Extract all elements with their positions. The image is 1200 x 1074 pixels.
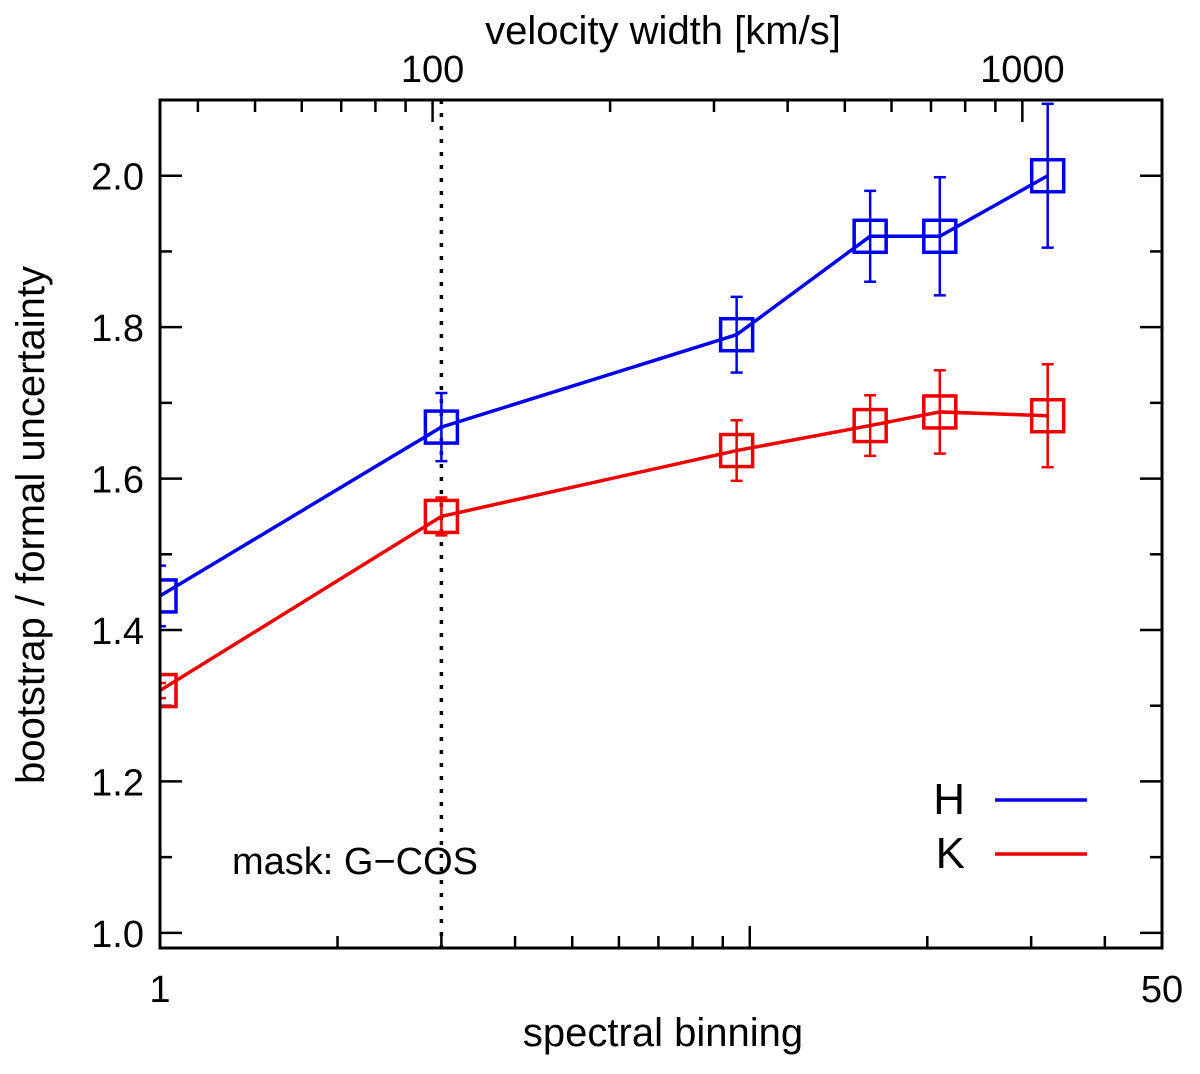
top-axis-label: velocity width [km/s]	[485, 9, 841, 53]
x-tick-label: 50	[1141, 969, 1183, 1011]
top-tick-label: 1000	[980, 49, 1065, 91]
series-line-K	[160, 410, 1048, 693]
data-point-marker	[1029, 157, 1066, 194]
mask-annotation: mask: G−COS	[232, 841, 478, 883]
legend-label-K: K	[936, 829, 965, 878]
legend: HK	[933, 775, 1087, 878]
series-layer	[160, 102, 1066, 709]
y-tick-label: 1.0	[91, 914, 144, 956]
legend-label-H: H	[933, 775, 965, 824]
series-K	[160, 362, 1066, 709]
y-tick-label: 2.0	[91, 157, 144, 199]
tick-labels: 1.0 1.2 1.4 1.6 1.8 2.0 1 50 100 1000	[91, 49, 1183, 1011]
plot-frame	[158, 98, 1164, 950]
data-point-marker	[852, 218, 888, 255]
data-point-marker	[423, 498, 460, 535]
axis-ticks	[158, 98, 1164, 948]
data-point-marker	[718, 432, 755, 469]
y-tick-label: 1.4	[91, 611, 144, 653]
data-point-marker	[718, 316, 755, 353]
x-axis-label: spectral binning	[523, 1011, 803, 1055]
data-point-marker	[922, 394, 958, 430]
data-point-marker	[160, 578, 178, 614]
y-tick-label: 1.8	[91, 308, 144, 350]
y-tick-label: 1.6	[91, 460, 144, 502]
y-axis-label: bootstrap / formal uncertainty	[9, 266, 53, 784]
data-point-marker	[852, 407, 888, 444]
top-tick-label: 100	[401, 49, 464, 91]
data-point-marker	[160, 672, 178, 709]
series-line-H	[160, 174, 1049, 598]
data-point-marker	[1029, 397, 1066, 434]
y-tick-label: 1.2	[91, 762, 144, 804]
x-tick-label: 1	[149, 969, 170, 1011]
series-H	[160, 102, 1066, 628]
series-clip-group	[160, 102, 1066, 709]
data-point-marker	[922, 218, 958, 255]
data-point-marker	[423, 409, 460, 445]
